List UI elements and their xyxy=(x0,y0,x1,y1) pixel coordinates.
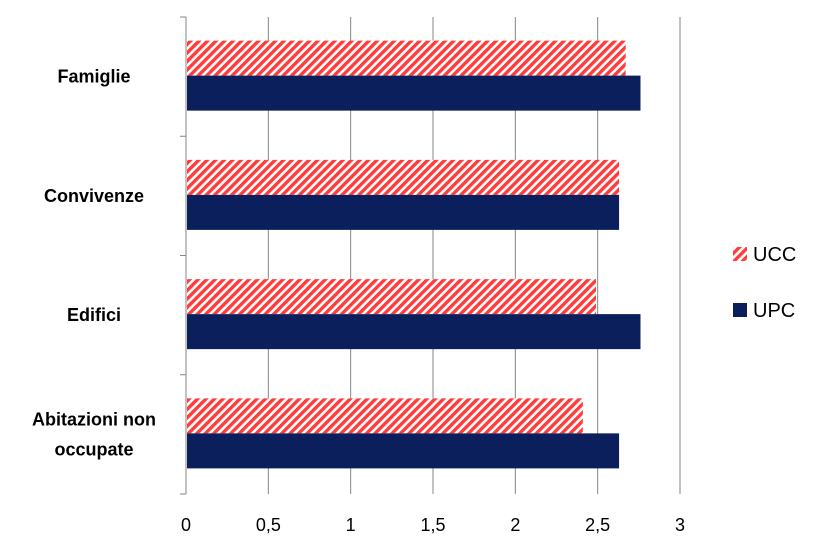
x-tick-label: 1,5 xyxy=(420,515,445,535)
category-label: Convivenze xyxy=(44,186,144,206)
x-tick-label: 0,5 xyxy=(256,515,281,535)
bar-upc xyxy=(187,314,641,350)
legend-label-upc: UPC xyxy=(753,300,795,322)
legend-swatch-upc xyxy=(733,303,747,317)
x-tick-label: 1 xyxy=(346,515,356,535)
category-label: Famiglie xyxy=(57,67,130,87)
bar-upc xyxy=(187,433,620,469)
labels: 0 0,5 1 1,5 2 2,5 3 Famiglie Convivenze Edifici Ab… xyxy=(32,67,685,535)
bar-ucc xyxy=(187,40,626,76)
x-tick-label: 0 xyxy=(181,515,191,535)
bars xyxy=(187,40,641,469)
x-tick-label: 2,5 xyxy=(585,515,610,535)
category-label: Edifici xyxy=(67,305,121,325)
legend-swatch-ucc xyxy=(733,247,747,261)
bar-ucc xyxy=(187,279,597,315)
bar-ucc xyxy=(187,159,620,195)
axes xyxy=(180,16,187,495)
bar-upc xyxy=(187,194,620,230)
bar-upc xyxy=(187,75,641,111)
category-label: Abitazioni non occupate xyxy=(32,409,156,459)
x-tick-label: 2 xyxy=(510,515,520,535)
legend-label-ucc: UCC xyxy=(753,244,796,266)
legend: UCC UPC xyxy=(733,244,796,322)
x-tick-label: 3 xyxy=(675,515,685,535)
bar-ucc xyxy=(187,398,583,434)
